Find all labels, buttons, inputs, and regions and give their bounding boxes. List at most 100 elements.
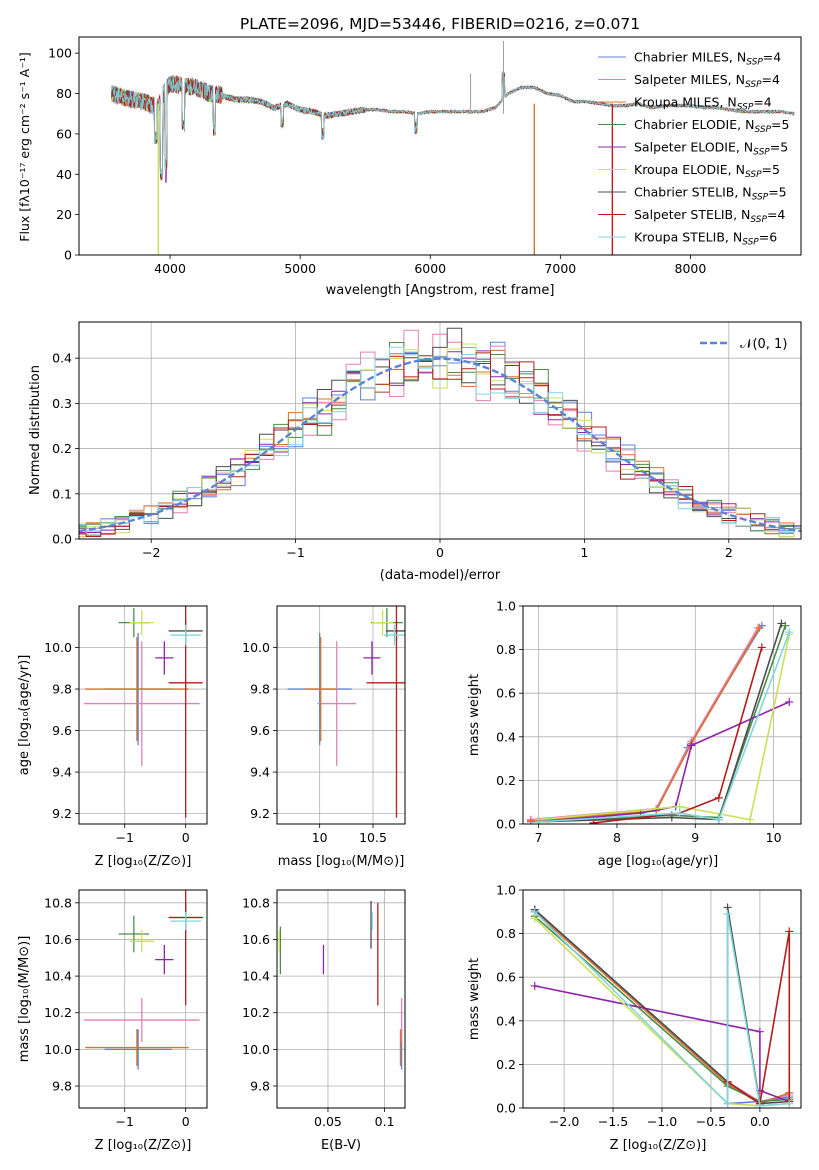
mass-weight-marker-series-8 (589, 818, 598, 824)
x-tick-label: −1 (115, 1114, 133, 1129)
y-tick-label: 0.6 (496, 970, 516, 985)
y-tick-label: 0.4 (496, 729, 516, 744)
mass-weight-marker-series-5 (530, 981, 539, 990)
legend-label-series-8: Salpeter STELIB, NSSP=4 (634, 207, 785, 225)
x-tick-label: 0 (436, 545, 444, 560)
y-tick-label: 80 (56, 86, 72, 101)
mass-weight-line-series-8 (727, 931, 791, 1105)
mass-weight-lines (526, 619, 794, 824)
mass-weight-marker-series-5 (755, 1027, 764, 1036)
y-tick-label: 10.8 (44, 895, 72, 910)
spectrum-x-label: wavelength [Angstrom, rest frame] (326, 283, 555, 298)
y-tick-label: 10.6 (44, 932, 72, 947)
histogram-steps (79, 327, 801, 538)
x-tick-label: −1.0 (647, 1114, 677, 1129)
y-tick-label: 10.4 (242, 969, 270, 984)
y-tick-label: 9.8 (52, 682, 72, 697)
mass-weight-marker-series-8 (785, 927, 794, 936)
mass-ebv-x-label: E(B-V) (321, 1138, 361, 1153)
axes-frame (522, 889, 802, 1109)
y-tick-label: 60 (56, 126, 72, 141)
error-bars (278, 900, 403, 1070)
mass-weight-line-series-6 (538, 634, 791, 821)
age-z-x-label: Z [log₁₀(Z/Z⊙)] (95, 854, 192, 869)
mass-weight-marker-series-3 (526, 816, 535, 824)
mass-weight-line-series-8 (593, 647, 763, 824)
y-tick-label: 9.8 (250, 1079, 270, 1094)
y-tick-label: 0.3 (52, 396, 72, 411)
y-tick-label: 20 (56, 207, 72, 222)
y-tick-label: 10.4 (44, 969, 72, 984)
y-tick-label: 9.2 (250, 806, 270, 821)
y-tick-label: 0 (64, 248, 72, 263)
y-tick-label: 10.2 (44, 1005, 72, 1020)
mass-weight-lines (530, 903, 794, 1108)
y-tick-label: 9.2 (52, 806, 72, 821)
mass-weight-z-y-label: mass weight (467, 958, 482, 1040)
mass-weight-age-x-label: age [log₁₀(age/yr)] (598, 854, 719, 869)
x-tick-label: 0.0 (750, 1114, 770, 1129)
y-tick-label: 40 (56, 167, 72, 182)
x-tick-label: 10 (312, 830, 328, 845)
mass-weight-marker-series-9 (723, 909, 732, 918)
y-tick-label: 0.2 (496, 773, 516, 788)
x-tick-label: −2.0 (549, 1114, 579, 1129)
y-tick-label: 9.4 (52, 765, 72, 780)
age-vs-mass-panel: 10 10.5 9.2 9.4 9.6 9.8 10.0 (242, 605, 406, 845)
x-tick-label: 9 (691, 830, 699, 845)
legend-label-series-2: Salpeter MILES, NSSP=4 (634, 72, 780, 90)
legend-label-series-6: Kroupa ELODIE, NSSP=5 (634, 162, 780, 180)
mass-vs-metallicity-panel: −1 0 9.8 10.0 10.2 10.4 10.6 10.8 (44, 889, 208, 1129)
legend-label-series-9: Kroupa STELIB, NSSP=6 (634, 230, 777, 248)
histogram-series-9 (79, 346, 801, 533)
y-tick-label: 9.6 (52, 723, 72, 738)
mass-weight-marker-series-9 (785, 1099, 794, 1108)
mass-weight-z-x-label: Z [log₁₀(Z/Z⊙)] (610, 1138, 707, 1153)
axes-frame (78, 36, 802, 256)
x-tick-label: 0.05 (314, 1114, 342, 1129)
y-tick-label: 1.0 (496, 883, 516, 898)
y-tick-label: 9.8 (52, 1079, 72, 1094)
mass-weight-marker-series-9 (785, 628, 794, 637)
y-tick-label: 10.0 (44, 640, 72, 655)
mass-weight-marker-series-9 (755, 1101, 764, 1108)
mass-weight-marker-series-5 (785, 697, 794, 706)
y-tick-label: 10.0 (242, 1042, 270, 1057)
y-tick-label: 9.8 (250, 682, 270, 697)
histogram-x-label: (data-model)/error (380, 568, 501, 583)
legend-label-series-4: Chabrier ELODIE, NSSP=5 (634, 117, 789, 135)
y-tick-label: 0.1 (52, 486, 72, 501)
histogram-legend: 𝒩(0, 1) (700, 337, 787, 352)
x-tick-label: 8000 (675, 261, 707, 276)
age-vs-metallicity-panel: −1 0 9.2 9.4 9.6 9.8 10.0 (44, 605, 208, 845)
x-tick-label: 0 (182, 1114, 190, 1129)
x-tick-label: −1 (115, 830, 133, 845)
mass-weight-marker-series-9 (723, 1099, 732, 1108)
mass-weight-marker-series-6 (746, 815, 755, 824)
legend-label-series-5: Salpeter ELODIE, NSSP=5 (634, 140, 788, 158)
x-tick-label: 0 (182, 830, 190, 845)
spectrum-y-label: Flux [fλ10⁻¹⁷ erg cm⁻² s⁻¹ A⁻¹] (17, 52, 32, 241)
mass-weight-marker-series-9 (714, 815, 723, 824)
axes-frame (276, 889, 406, 1109)
legend-label-series-7: Chabrier STELIB, NSSP=5 (634, 185, 787, 203)
error-bars (287, 606, 405, 818)
y-tick-label: 0.0 (52, 532, 72, 547)
mass-weight-marker-series-8 (714, 793, 723, 802)
mass-weight-marker-series-9 (530, 907, 539, 916)
legend-gaussian-label: 𝒩(0, 1) (740, 337, 787, 352)
y-tick-label: 0.4 (52, 351, 72, 366)
y-tick-label: 1.0 (496, 599, 516, 614)
mass-weight-line-series-4 (534, 915, 790, 1103)
x-tick-label: 1 (580, 545, 588, 560)
spectrum-legend: Chabrier MILES, NSSP=4 Salpeter MILES, NS… (598, 50, 789, 248)
mass-z-y-label: mass [log₁₀(M/M⊙)] (17, 936, 32, 1063)
mass-weight-line-series-5 (534, 985, 790, 1103)
figure-title: PLATE=2096, MJD=53446, FIBERID=0216, z=0… (240, 15, 640, 33)
axes-frame (78, 605, 208, 825)
error-bars (83, 606, 203, 818)
y-tick-label: 10.8 (242, 895, 270, 910)
x-tick-label: 6000 (414, 261, 446, 276)
y-tick-label: 9.6 (250, 723, 270, 738)
